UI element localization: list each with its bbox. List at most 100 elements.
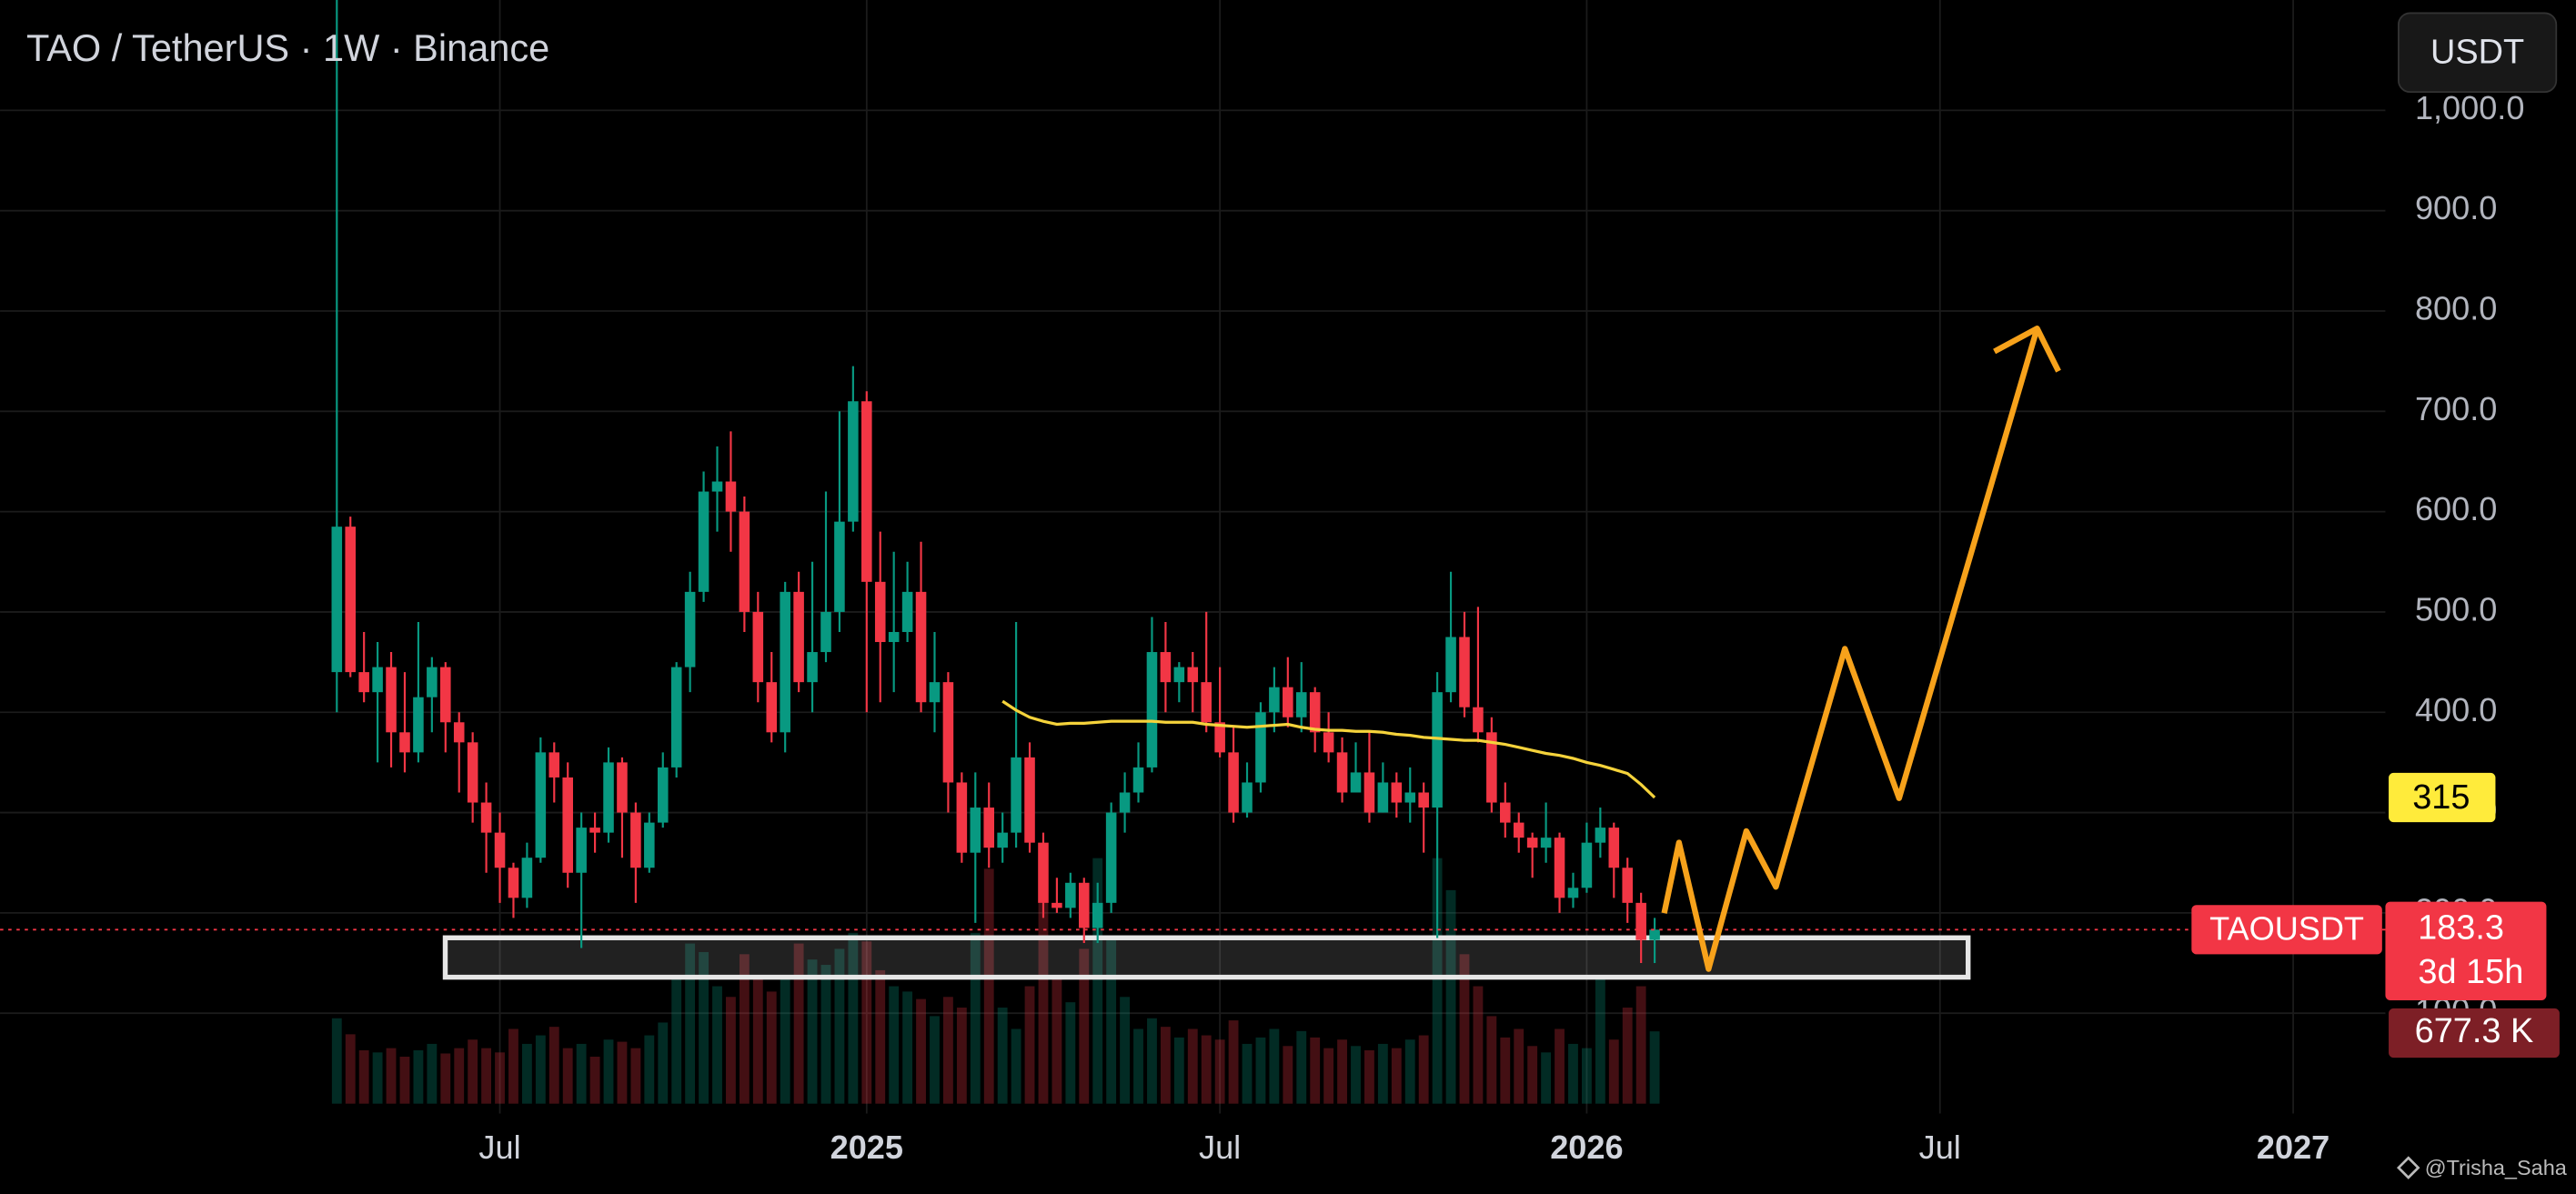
volume-bar	[589, 1057, 600, 1104]
candle-body	[494, 832, 506, 868]
volume-bar	[1337, 1039, 1347, 1104]
ma-badge	[2389, 772, 2496, 823]
volume-bar	[1106, 938, 1117, 1104]
volume-bar	[1486, 1016, 1497, 1104]
volume-bar	[1459, 954, 1470, 1104]
candle-body	[1581, 842, 1593, 888]
candle-body	[386, 667, 397, 733]
volume-bar	[752, 975, 763, 1104]
candle-body	[399, 732, 410, 753]
projection-path	[1661, 327, 2040, 972]
volume-bar	[386, 1048, 397, 1104]
volume-bar	[930, 1016, 940, 1104]
volume-bar	[345, 1034, 356, 1104]
candle-body	[576, 828, 587, 873]
candle-layer	[331, 0, 1660, 964]
volume-bar	[943, 997, 953, 1104]
volume-bar	[440, 1053, 451, 1104]
y-tick-label: 500.0	[2415, 590, 2497, 627]
candle-body	[521, 858, 533, 898]
volume-bar	[1269, 1028, 1280, 1104]
y-tick-label: 600.0	[2415, 490, 2497, 527]
candle-body	[1445, 637, 1456, 693]
candle-body	[413, 697, 424, 753]
candle-body	[752, 611, 764, 683]
volume-bar	[331, 1018, 342, 1104]
candle-body	[345, 527, 357, 673]
x-tick-label: Jul	[1919, 1129, 1961, 1166]
candle-body	[1513, 822, 1524, 838]
projection-drawing	[1661, 326, 2061, 972]
volume-bar	[1214, 1039, 1225, 1104]
currency-button-bg[interactable]	[2397, 12, 2558, 94]
candle-body	[1391, 782, 1403, 803]
currency-button[interactable]: USDT	[2397, 12, 2558, 94]
candle-body	[1105, 812, 1117, 903]
x-tick-label: 2026	[1550, 1129, 1623, 1166]
candle-body	[358, 672, 369, 693]
candle-body	[617, 762, 628, 813]
y-tick-label: 1,000.0	[2415, 89, 2524, 126]
volume-bar	[685, 943, 696, 1104]
candle-body	[807, 652, 818, 683]
volume-bar	[630, 1048, 641, 1104]
currency-button-label[interactable]: USDT	[2430, 34, 2524, 72]
chart-title: TAO / TetherUS · 1W · Binance	[26, 26, 549, 69]
volume-bar	[1255, 1037, 1266, 1104]
price-label: 183.3	[2418, 908, 2504, 947]
volume-bar	[983, 868, 994, 1104]
volume-bar	[1228, 1020, 1239, 1104]
volume-bar	[671, 975, 682, 1104]
candle-body	[1187, 667, 1199, 683]
volume-bar	[1404, 1039, 1415, 1104]
volume-bar	[1310, 1037, 1321, 1104]
candle-body	[1526, 838, 1538, 848]
y-tick-label: 400.0	[2415, 691, 2497, 728]
ma-label: 315	[2412, 778, 2470, 817]
volume-bar	[1555, 1028, 1565, 1104]
volume-bar	[495, 1052, 505, 1104]
volume-bar	[576, 1043, 587, 1104]
volume-bar	[562, 1048, 573, 1104]
candle-body	[820, 611, 831, 653]
candle-body	[834, 521, 845, 612]
candle-body	[780, 591, 790, 733]
volume-bar	[1173, 1037, 1184, 1104]
candle-body	[1146, 652, 1158, 768]
candle-body	[644, 822, 655, 868]
volume-bar	[1133, 1028, 1143, 1104]
volume-bar	[468, 1039, 478, 1104]
x-tick-label: 2025	[830, 1129, 903, 1166]
volume-bar	[1038, 900, 1049, 1104]
volume-bar	[1065, 1002, 1076, 1104]
volume-layer	[331, 858, 1660, 1104]
volume-bar	[1418, 1035, 1429, 1104]
volume-bar	[603, 1039, 614, 1104]
candle-body	[1377, 782, 1389, 813]
candle-body	[739, 511, 750, 612]
candle-body	[1336, 752, 1348, 793]
line-layer	[0, 699, 2386, 931]
candle-body	[440, 667, 451, 723]
candle-body	[1567, 888, 1579, 898]
volume-bar	[521, 1043, 532, 1104]
moving-average-line	[1001, 699, 1656, 799]
volume-bar	[739, 954, 750, 1104]
candle-body	[997, 832, 1008, 848]
candle-body	[1459, 637, 1470, 707]
volume-bar	[372, 1052, 383, 1104]
candle-body	[1119, 792, 1131, 813]
volume-label: 677.3 K	[2415, 1012, 2534, 1050]
volume-bar	[508, 1028, 518, 1104]
volume-bar	[413, 1049, 424, 1104]
volume-bar	[820, 965, 831, 1104]
candle-body	[1418, 792, 1429, 808]
candle-body	[1201, 682, 1212, 723]
candle-body	[1242, 782, 1253, 813]
candle-body	[630, 812, 641, 868]
candle-body	[793, 591, 804, 683]
volume-bar	[916, 998, 926, 1104]
candle-body	[548, 752, 560, 778]
